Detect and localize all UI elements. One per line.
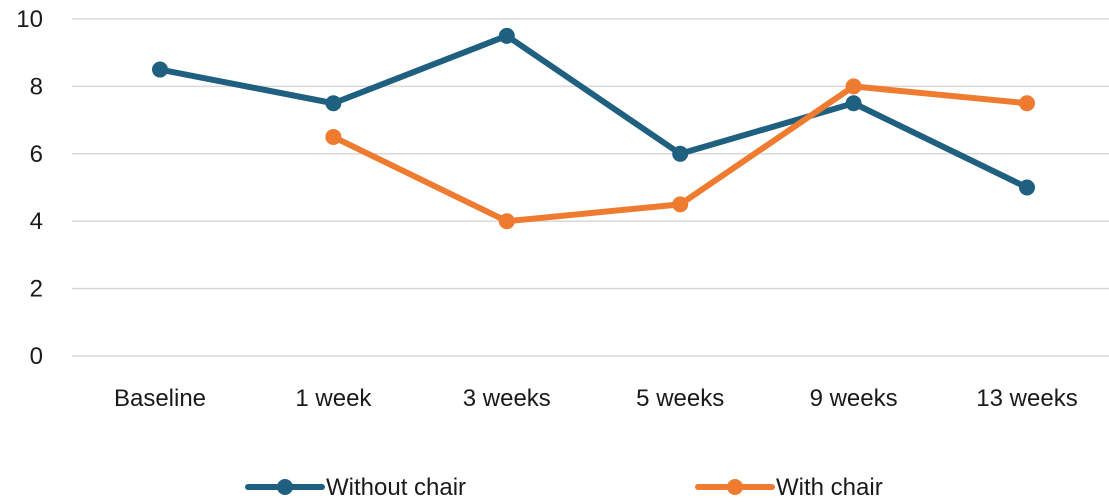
x-axis-tick-labels: Baseline 1 week 3 weeks 5 weeks 9 weeks 13 we…	[114, 385, 1078, 412]
y-tick-label: 6	[30, 141, 43, 168]
legend-label: Without chair	[326, 474, 466, 501]
y-tick-label: 8	[30, 73, 43, 100]
data-point	[672, 196, 689, 213]
data-point	[498, 27, 515, 44]
series-line	[157, 32, 1030, 191]
data-point	[325, 95, 342, 112]
x-tick-label: 9 weeks	[810, 385, 898, 412]
gridlines	[72, 18, 1109, 357]
data-point	[672, 145, 689, 162]
x-tick-label: 3 weeks	[463, 385, 551, 412]
data-point	[152, 61, 168, 78]
x-tick-label: 1 week	[295, 385, 372, 412]
data-point	[845, 78, 862, 95]
y-tick-label: 4	[30, 208, 43, 235]
y-tick-label: 2	[30, 276, 43, 303]
legend-item: With chair	[695, 474, 883, 501]
legend-swatch-marker	[727, 479, 743, 495]
y-axis-tick-labels: 0 2 4 6 8 10	[16, 6, 43, 370]
legend-label: With chair	[776, 474, 883, 501]
data-point	[498, 213, 515, 230]
x-tick-label: Baseline	[114, 385, 206, 412]
data-point	[1019, 95, 1035, 112]
y-tick-label: 10	[16, 6, 43, 33]
x-tick-label: 13 weeks	[976, 385, 1077, 412]
x-tick-label: 5 weeks	[636, 385, 724, 412]
data-point	[325, 128, 342, 145]
series-with-chair	[325, 78, 1035, 230]
legend-swatch-marker	[277, 479, 293, 495]
legend: Without chair With chair	[245, 474, 883, 501]
data-point	[1019, 179, 1035, 196]
y-tick-label: 0	[30, 343, 43, 370]
data-point	[845, 95, 862, 112]
series-layer	[152, 27, 1035, 230]
series-without-chair	[152, 27, 1035, 196]
legend-item: Without chair	[245, 474, 466, 501]
